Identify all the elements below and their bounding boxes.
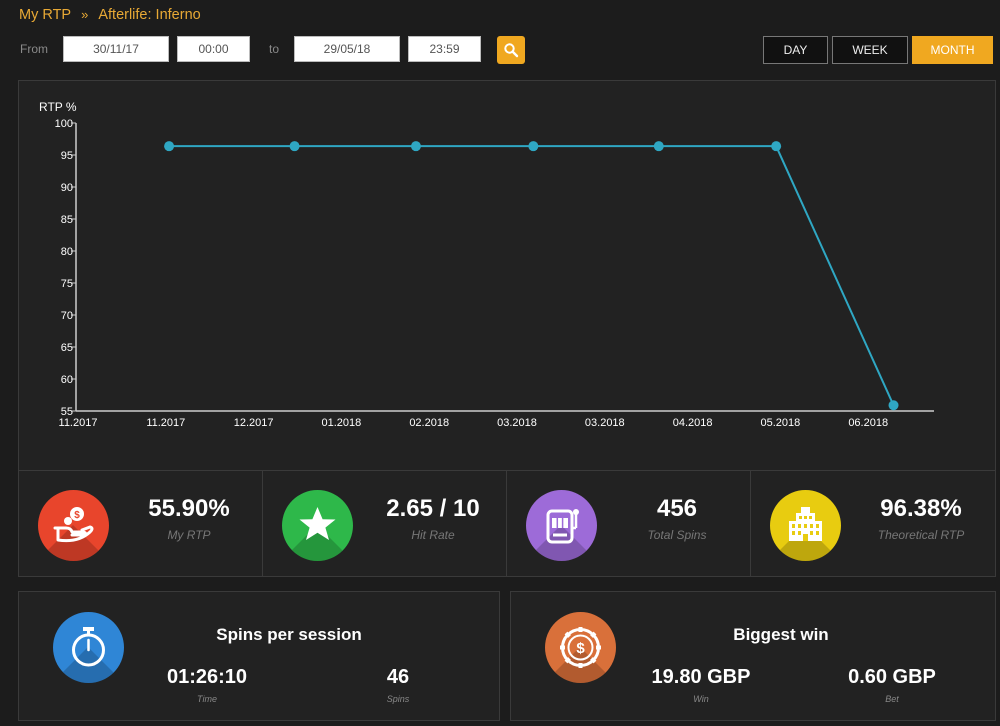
hit-rate-label: Hit Rate (411, 528, 455, 542)
to-time-input[interactable] (408, 36, 481, 62)
spins-per-session-title: Spins per session (216, 625, 362, 644)
data-point[interactable] (528, 141, 539, 152)
total-spins-value: 456 (656, 495, 698, 522)
x-tick-label: 05.2018 (761, 417, 801, 429)
theoretical-rtp-label: Theoretical RTP (877, 528, 965, 542)
biggest-win-value: 19.80 GBP (651, 666, 751, 688)
data-point[interactable] (771, 141, 782, 152)
breadcrumb-root-link[interactable]: My RTP (19, 7, 72, 23)
biggest-win-label: Win (693, 694, 709, 704)
to-label: to (269, 42, 280, 56)
y-tick-label: 60 (61, 374, 73, 386)
stats-row: $ 55.90% My RTP 2.65 / 10 Hit Rate (19, 470, 995, 578)
y-tick-label: 55 (61, 406, 73, 418)
stat-my-rtp: $ 55.90% My RTP (19, 471, 263, 577)
from-label: From (20, 42, 48, 56)
stopwatch-icon (53, 612, 124, 683)
x-tick-label: 12.2017 (234, 417, 274, 429)
biggest-win-bet-label: Bet (885, 694, 899, 704)
data-point[interactable] (410, 141, 421, 152)
y-tick-label: 85 (61, 214, 73, 226)
my-rtp-value: 55.90% (148, 495, 230, 522)
stat-total-spins: 456 Total Spins (507, 471, 751, 577)
rtp-line-chart: RTP % 100 95 90 85 80 75 70 65 60 55 11.2017 11.20… (39, 100, 934, 429)
breadcrumb-current: Afterlife: Inferno (98, 7, 201, 23)
y-tick-label: 80 (61, 246, 73, 258)
data-point[interactable] (653, 141, 664, 152)
y-tick-label: 75 (61, 278, 73, 290)
session-time-label: Time (197, 694, 217, 704)
rtp-panel: RTP % 100 95 90 85 80 75 70 65 60 55 11.2017 11.20… (18, 80, 996, 577)
hit-rate-value: 2.65 / 10 (386, 495, 480, 522)
search-icon (504, 43, 519, 58)
breadcrumb-separator: » (81, 7, 89, 22)
y-axis-label: RTP % (39, 100, 77, 114)
casino-chip-icon: $ (545, 612, 616, 683)
star-icon (282, 490, 353, 561)
x-tick-label: 04.2018 (673, 417, 713, 429)
day-button[interactable]: DAY (763, 36, 828, 64)
x-tick-label: 11.2017 (146, 417, 185, 429)
search-button[interactable] (497, 36, 525, 64)
from-time-input[interactable] (177, 36, 250, 62)
y-tick-label: 90 (61, 182, 73, 194)
x-tick-label: 03.2018 (497, 417, 537, 429)
y-tick-label: 70 (61, 310, 73, 322)
from-date-input[interactable] (63, 36, 169, 62)
biggest-win-card: $ Biggest win 19.80 GBP Win 0.60 GBP Bet (510, 591, 996, 721)
svg-text:$: $ (74, 510, 80, 521)
total-spins-label: Total Spins (647, 528, 707, 542)
to-date-input[interactable] (294, 36, 400, 62)
data-point[interactable] (164, 141, 175, 152)
spins-per-session-card: Spins per session 01:26:10 Time 46 Spins (18, 591, 500, 721)
data-point[interactable] (289, 141, 300, 152)
session-time-value: 01:26:10 (166, 666, 248, 688)
y-tick-label: 95 (61, 150, 73, 162)
session-spins-value: 46 (386, 666, 410, 688)
money-hand-icon: $ (38, 490, 109, 561)
session-spins-label: Spins (386, 694, 410, 704)
casino-building-icon (770, 490, 841, 561)
x-tick-label: 01.2018 (322, 417, 362, 429)
x-tick-label: 11.2017 (59, 417, 98, 429)
y-tick-label: 100 (55, 118, 73, 130)
x-tick-label: 02.2018 (409, 417, 449, 429)
data-point[interactable] (888, 400, 899, 411)
slot-machine-icon (526, 490, 597, 561)
breadcrumb: My RTP » Afterlife: Inferno (19, 7, 201, 23)
month-button[interactable]: MONTH (912, 36, 993, 64)
x-tick-label: 06.2018 (848, 417, 888, 429)
x-tick-label: 03.2018 (585, 417, 625, 429)
stat-hit-rate: 2.65 / 10 Hit Rate (263, 471, 507, 577)
biggest-win-title: Biggest win (733, 625, 829, 644)
stat-theoretical-rtp: 96.38% Theoretical RTP (751, 471, 995, 577)
biggest-win-bet-value: 0.60 GBP (848, 666, 936, 688)
rtp-series-line (169, 145, 895, 406)
y-tick-label: 65 (61, 342, 73, 354)
week-button[interactable]: WEEK (832, 36, 908, 64)
svg-text:$: $ (576, 640, 585, 657)
my-rtp-label: My RTP (167, 528, 211, 542)
theoretical-rtp-value: 96.38% (880, 495, 962, 522)
